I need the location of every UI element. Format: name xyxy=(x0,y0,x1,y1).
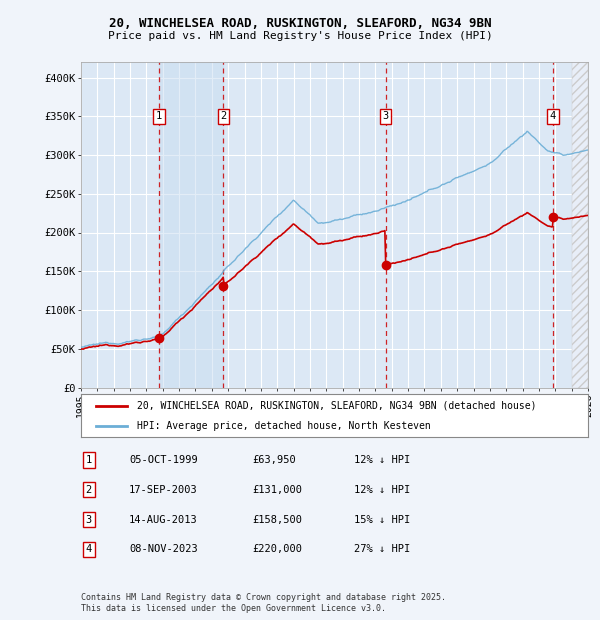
Text: £220,000: £220,000 xyxy=(252,544,302,554)
Text: 1: 1 xyxy=(86,455,92,465)
Text: 3: 3 xyxy=(382,111,389,122)
Text: £63,950: £63,950 xyxy=(252,455,296,465)
Text: 12% ↓ HPI: 12% ↓ HPI xyxy=(354,455,410,465)
Text: 2: 2 xyxy=(86,485,92,495)
Text: 4: 4 xyxy=(550,111,556,122)
Bar xyxy=(159,62,223,388)
Text: 4: 4 xyxy=(86,544,92,554)
Text: HPI: Average price, detached house, North Kesteven: HPI: Average price, detached house, Nort… xyxy=(137,421,431,432)
Text: 3: 3 xyxy=(86,515,92,525)
Text: 27% ↓ HPI: 27% ↓ HPI xyxy=(354,544,410,554)
Text: 05-OCT-1999: 05-OCT-1999 xyxy=(129,455,198,465)
Text: Price paid vs. HM Land Registry's House Price Index (HPI): Price paid vs. HM Land Registry's House … xyxy=(107,31,493,41)
Text: 08-NOV-2023: 08-NOV-2023 xyxy=(129,544,198,554)
Text: £131,000: £131,000 xyxy=(252,485,302,495)
Text: 20, WINCHELSEA ROAD, RUSKINGTON, SLEAFORD, NG34 9BN (detached house): 20, WINCHELSEA ROAD, RUSKINGTON, SLEAFOR… xyxy=(137,401,536,411)
Text: 2: 2 xyxy=(220,111,227,122)
Text: 20, WINCHELSEA ROAD, RUSKINGTON, SLEAFORD, NG34 9BN: 20, WINCHELSEA ROAD, RUSKINGTON, SLEAFOR… xyxy=(109,17,491,30)
Text: £158,500: £158,500 xyxy=(252,515,302,525)
Text: 14-AUG-2013: 14-AUG-2013 xyxy=(129,515,198,525)
Text: 17-SEP-2003: 17-SEP-2003 xyxy=(129,485,198,495)
Text: 15% ↓ HPI: 15% ↓ HPI xyxy=(354,515,410,525)
Text: 1: 1 xyxy=(156,111,162,122)
Text: 12% ↓ HPI: 12% ↓ HPI xyxy=(354,485,410,495)
Text: Contains HM Land Registry data © Crown copyright and database right 2025.
This d: Contains HM Land Registry data © Crown c… xyxy=(81,593,446,613)
